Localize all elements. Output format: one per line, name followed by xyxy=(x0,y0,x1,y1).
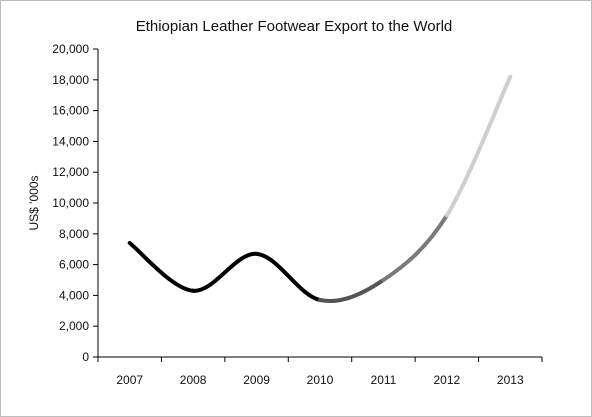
y-tick-label: 0 xyxy=(82,350,89,364)
line-segment xyxy=(444,74,513,218)
y-tick-label: 18,000 xyxy=(52,73,89,87)
y-tick-label: 20,000 xyxy=(52,42,89,56)
x-tick-label: 2009 xyxy=(243,373,270,387)
x-tick-label: 2008 xyxy=(180,373,207,387)
y-tick-label: 8,000 xyxy=(59,227,89,241)
y-tick-label: 4,000 xyxy=(59,288,89,302)
line-segment xyxy=(254,251,322,303)
x-tick-label: 2010 xyxy=(307,373,334,387)
y-tick-label: 16,000 xyxy=(52,104,89,118)
y-tick-label: 14,000 xyxy=(52,134,89,148)
x-tick-label: 2007 xyxy=(116,373,143,387)
x-tick-label: 2013 xyxy=(497,373,524,387)
chart-title: Ethiopian Leather Footwear Export to the… xyxy=(136,18,453,35)
line-segment xyxy=(127,241,196,293)
line-segment xyxy=(381,213,449,282)
line-segment xyxy=(318,278,386,303)
x-tick-label: 2011 xyxy=(371,373,397,387)
y-tick-label: 12,000 xyxy=(52,165,89,179)
y-tick-label: 2,000 xyxy=(59,319,89,333)
x-axis-ticks: 2007 2008 2009 2010 2011 2012 2013 xyxy=(97,357,543,387)
y-axis-ticks: 0 2,000 4,000 6,000 8,000 10,000 12,000 14,000 1… xyxy=(52,42,98,364)
y-tick-label: 10,000 xyxy=(52,196,89,210)
y-tick-label: 6,000 xyxy=(59,258,89,272)
series-line xyxy=(127,74,513,303)
line-segment xyxy=(191,251,259,293)
axes xyxy=(97,49,542,358)
y-axis-label: US$ '000s xyxy=(27,176,41,231)
x-tick-label: 2012 xyxy=(434,373,461,387)
